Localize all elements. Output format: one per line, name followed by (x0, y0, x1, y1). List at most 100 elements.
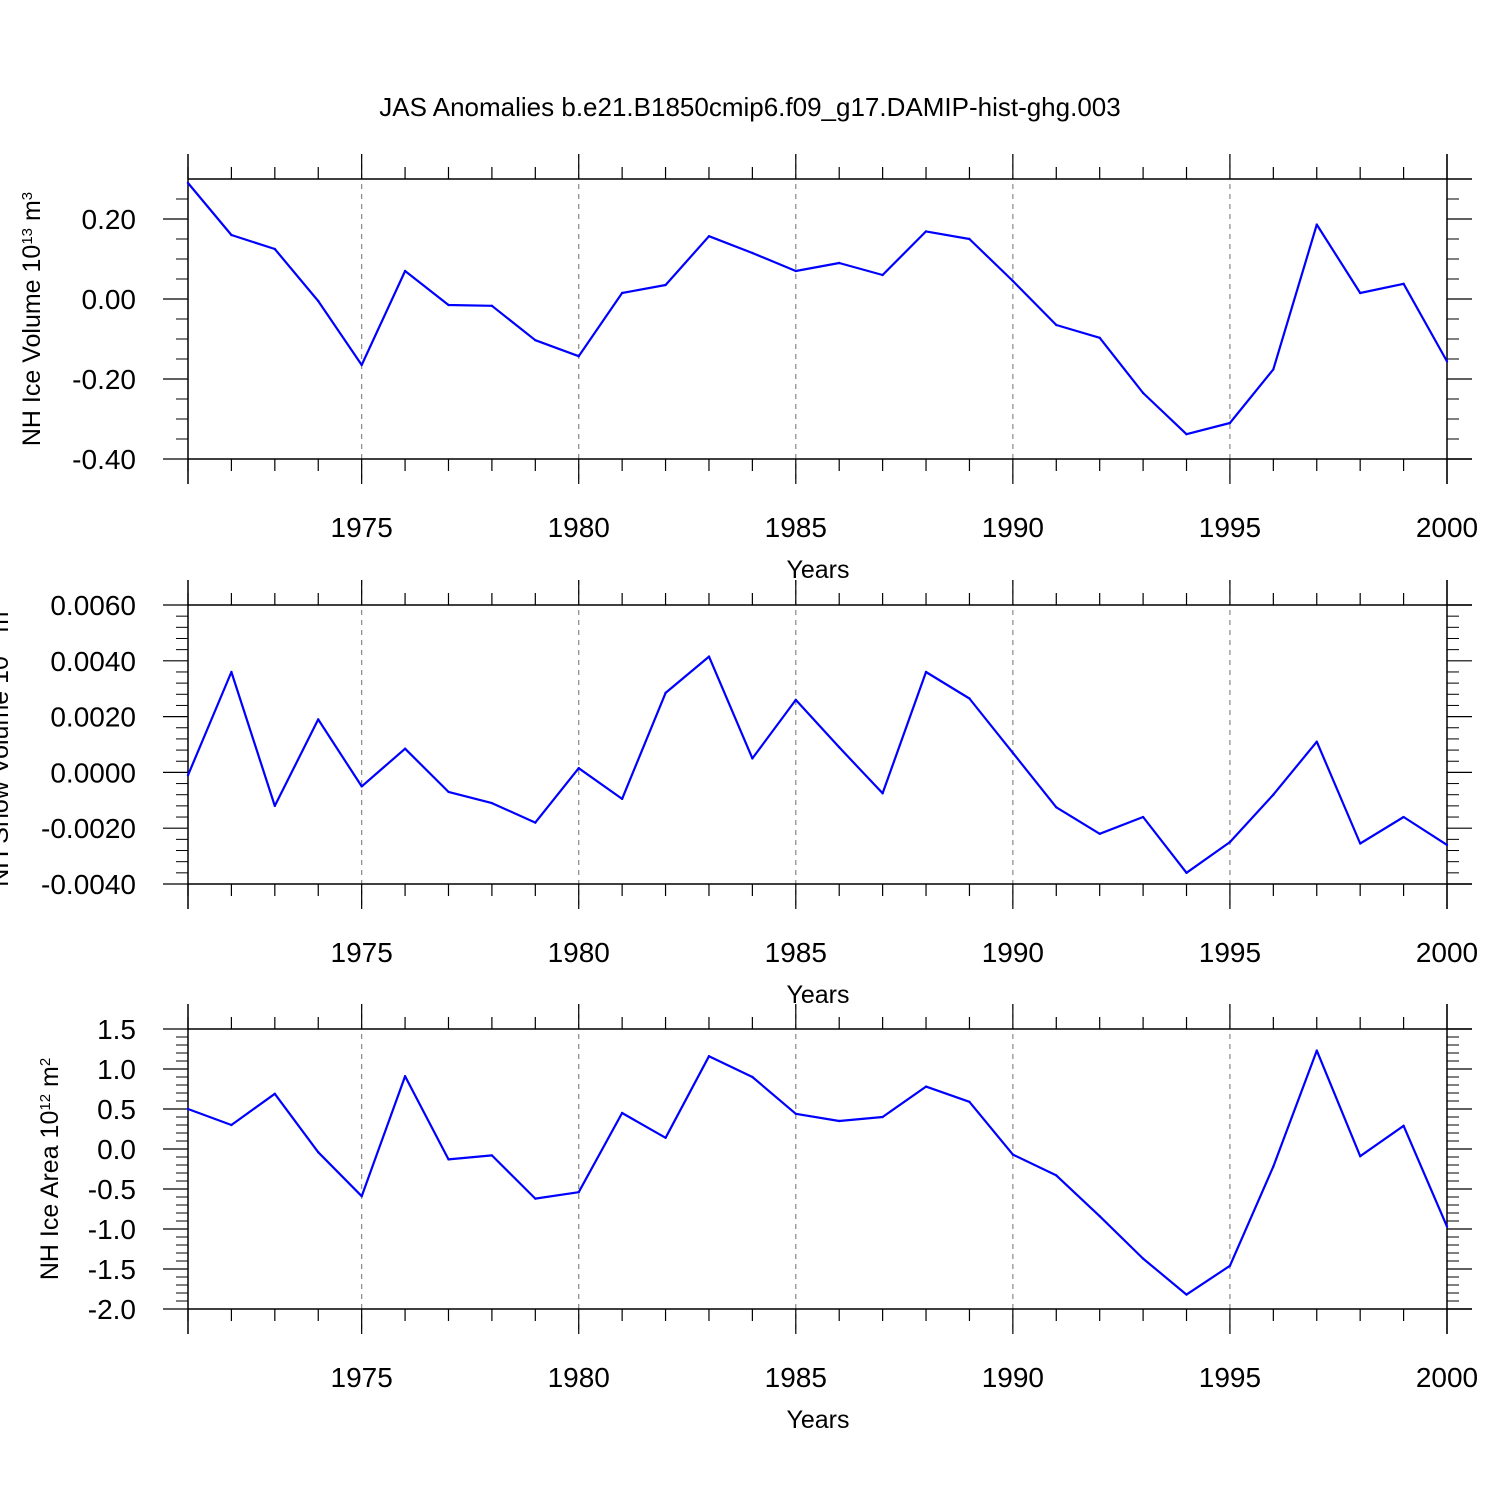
y-tick-label: -0.40 (72, 444, 136, 475)
x-axis-title: Years (786, 1406, 849, 1434)
data-point-1989 (968, 237, 971, 241)
data-point-1996 (1272, 368, 1275, 371)
data-point-1998 (1358, 1155, 1362, 1158)
data-point-1976 (403, 1075, 407, 1078)
y-tick-label: 0.0000 (50, 757, 136, 788)
data-point-1997 (1315, 223, 1318, 226)
data-point-1971 (186, 773, 190, 777)
x-tick-label-1975: 1975 (331, 1362, 393, 1393)
data-point-1990 (1011, 1153, 1015, 1156)
data-point-1974 (317, 718, 320, 721)
data-point-1977 (447, 303, 450, 307)
data-point-1983 (707, 1055, 711, 1058)
series-line (186, 655, 1448, 874)
data-point-1998 (1358, 291, 1362, 295)
data-point-1997 (1315, 740, 1318, 743)
y-tick-label: 1.0 (97, 1054, 136, 1085)
data-point-1994 (1185, 1293, 1188, 1296)
data-point-1975 (360, 1195, 363, 1198)
data-point-1985 (794, 698, 797, 702)
x-tick-label-1995: 1995 (1199, 937, 1261, 968)
data-point-1985 (794, 1112, 797, 1116)
data-point-1979 (534, 821, 537, 824)
y-tick-label: -0.5 (88, 1174, 136, 1205)
data-point-1982 (664, 691, 667, 695)
x-tick-label-1985: 1985 (765, 1362, 827, 1393)
data-point-1984 (751, 757, 754, 760)
data-point-1982 (664, 283, 667, 287)
data-point-1975 (360, 785, 363, 788)
x-tick-label-1975: 1975 (331, 937, 393, 968)
chart-panel-3: 1975 1980 1985 1990 1995 2000 Years 1.5 1.0 0.5 0.… (36, 1004, 1478, 1434)
y-tick-label: 0.20 (82, 204, 137, 235)
x-tick-label-2000: 2000 (1416, 512, 1478, 543)
data-point-1992 (1098, 832, 1101, 835)
data-point-2000 (1445, 843, 1449, 847)
data-point-1980 (577, 1191, 580, 1194)
data-point-1987 (881, 792, 884, 795)
x-tick-label-1995: 1995 (1199, 1362, 1261, 1393)
x-tick-label-2000: 2000 (1416, 937, 1478, 968)
data-point-1978 (490, 801, 494, 805)
data-point-1984 (751, 1075, 754, 1079)
data-point-1995 (1228, 421, 1232, 425)
x-axis-title: Years (786, 556, 849, 584)
data-point-1974 (317, 299, 320, 303)
y-tick-label: -1.0 (88, 1214, 136, 1245)
data-point-1988 (924, 230, 928, 233)
data-point-1972 (230, 233, 233, 237)
data-point-1975 (360, 363, 363, 367)
data-point-2000 (1445, 360, 1449, 363)
y-axis-title: NH Ice Volume 1013 m3 (18, 192, 46, 446)
series-line (187, 1049, 1449, 1296)
x-tick-label-1990: 1990 (982, 512, 1044, 543)
y-tick-label: 0.0020 (50, 702, 136, 733)
y-axis-title: NH Snow Volume 1013 m3 (0, 603, 14, 887)
data-point-1980 (577, 355, 580, 358)
data-point-1987 (881, 273, 884, 277)
data-point-1992 (1098, 1215, 1101, 1218)
data-point-1991 (1055, 323, 1058, 327)
data-point-1983 (707, 235, 711, 238)
data-point-1982 (664, 1136, 667, 1140)
data-point-1976 (403, 747, 407, 750)
data-point-1990 (1011, 279, 1015, 283)
data-point-1976 (403, 269, 407, 273)
data-point-1978 (490, 1154, 494, 1157)
x-tick-label-1980: 1980 (548, 937, 610, 968)
data-point-1979 (534, 1197, 537, 1200)
data-point-1974 (317, 1151, 320, 1154)
data-point-1990 (1011, 751, 1015, 755)
x-axis-title: Years (786, 981, 849, 1009)
data-point-1999 (1402, 815, 1405, 819)
data-point-1988 (924, 1085, 928, 1088)
y-tick-label: 0.0060 (50, 590, 136, 621)
data-point-1994 (1185, 433, 1188, 436)
data-point-1993 (1141, 391, 1145, 395)
data-point-1998 (1358, 842, 1362, 845)
data-point-1972 (230, 670, 233, 674)
data-point-1987 (881, 1115, 884, 1119)
data-point-1993 (1141, 815, 1145, 819)
y-tick-label: 0.0 (97, 1134, 136, 1165)
y-axis-title: NH Ice Area 1012 m2 (36, 1058, 64, 1280)
y-tick-label: 1.5 (97, 1014, 136, 1045)
chart-panel-2: 1975 1980 1985 1990 1995 2000 Years 0.0060 0.004… (0, 580, 1478, 1009)
x-tick-label-1975: 1975 (331, 512, 393, 543)
data-point-1997 (1315, 1049, 1318, 1052)
data-point-1979 (534, 339, 537, 342)
data-point-1999 (1402, 1124, 1405, 1128)
data-point-1983 (707, 655, 711, 658)
x-tick-label-2000: 2000 (1416, 1362, 1478, 1393)
data-point-1991 (1055, 1174, 1058, 1177)
data-point-1984 (751, 251, 754, 255)
data-point-1996 (1272, 1165, 1275, 1168)
data-point-1981 (620, 797, 624, 801)
series-line (187, 182, 1448, 436)
data-point-1977 (447, 1158, 450, 1161)
chart-panel-1: 1975 1980 1985 1990 1995 2000 Years 0.20 0.00 -0.… (18, 154, 1478, 584)
y-tick-label: 0.00 (82, 284, 137, 315)
data-point-1988 (924, 670, 928, 674)
y-tick-label: -0.0040 (41, 869, 136, 900)
